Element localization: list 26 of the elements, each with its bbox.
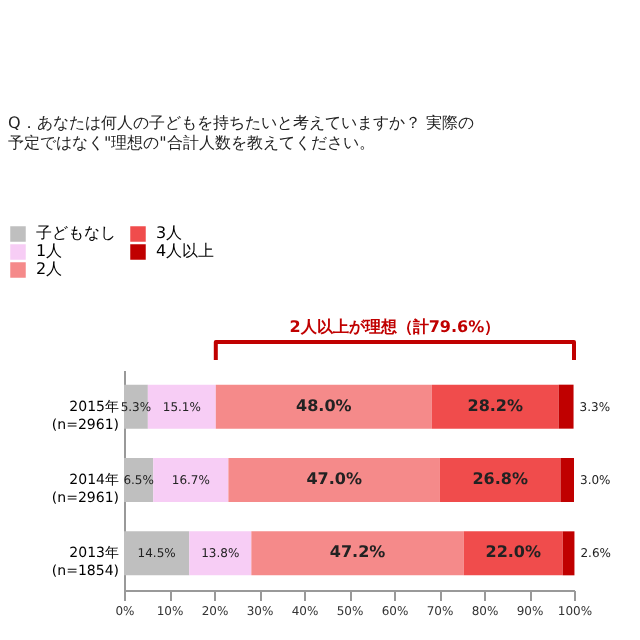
bar xyxy=(558,384,574,429)
data-label: 47.0% xyxy=(306,470,362,488)
data-label: 28.2% xyxy=(467,396,524,415)
bar xyxy=(147,384,216,429)
bar xyxy=(251,531,464,576)
legend-label: 子どもなし xyxy=(36,224,116,242)
bar xyxy=(463,531,563,576)
bar xyxy=(439,458,561,502)
bar xyxy=(215,384,432,429)
bar xyxy=(189,531,252,576)
legend-label: 3人 xyxy=(156,224,183,242)
bar xyxy=(228,458,440,502)
legend-label: 4人以上 xyxy=(156,242,215,260)
data-label: 47.2% xyxy=(329,543,386,562)
bar xyxy=(431,384,559,429)
chart-title: Q．あなたは何人の子どもを持ちたいと考えていますか？ 実際の予定ではなく"理想の"合計人数を教えてください。 xyxy=(8,114,474,152)
bar xyxy=(562,531,575,576)
bar xyxy=(560,458,574,502)
data-label: 22.0% xyxy=(485,543,542,562)
bar xyxy=(124,531,190,576)
data-label: 48.0% xyxy=(296,396,352,415)
legend-label: 1人 xyxy=(36,242,63,260)
data-label: 26.8% xyxy=(472,470,528,488)
legend-label: 2人 xyxy=(36,260,63,278)
text: 2人以上が理想（計79.6%） xyxy=(289,318,501,336)
bar xyxy=(153,458,229,502)
